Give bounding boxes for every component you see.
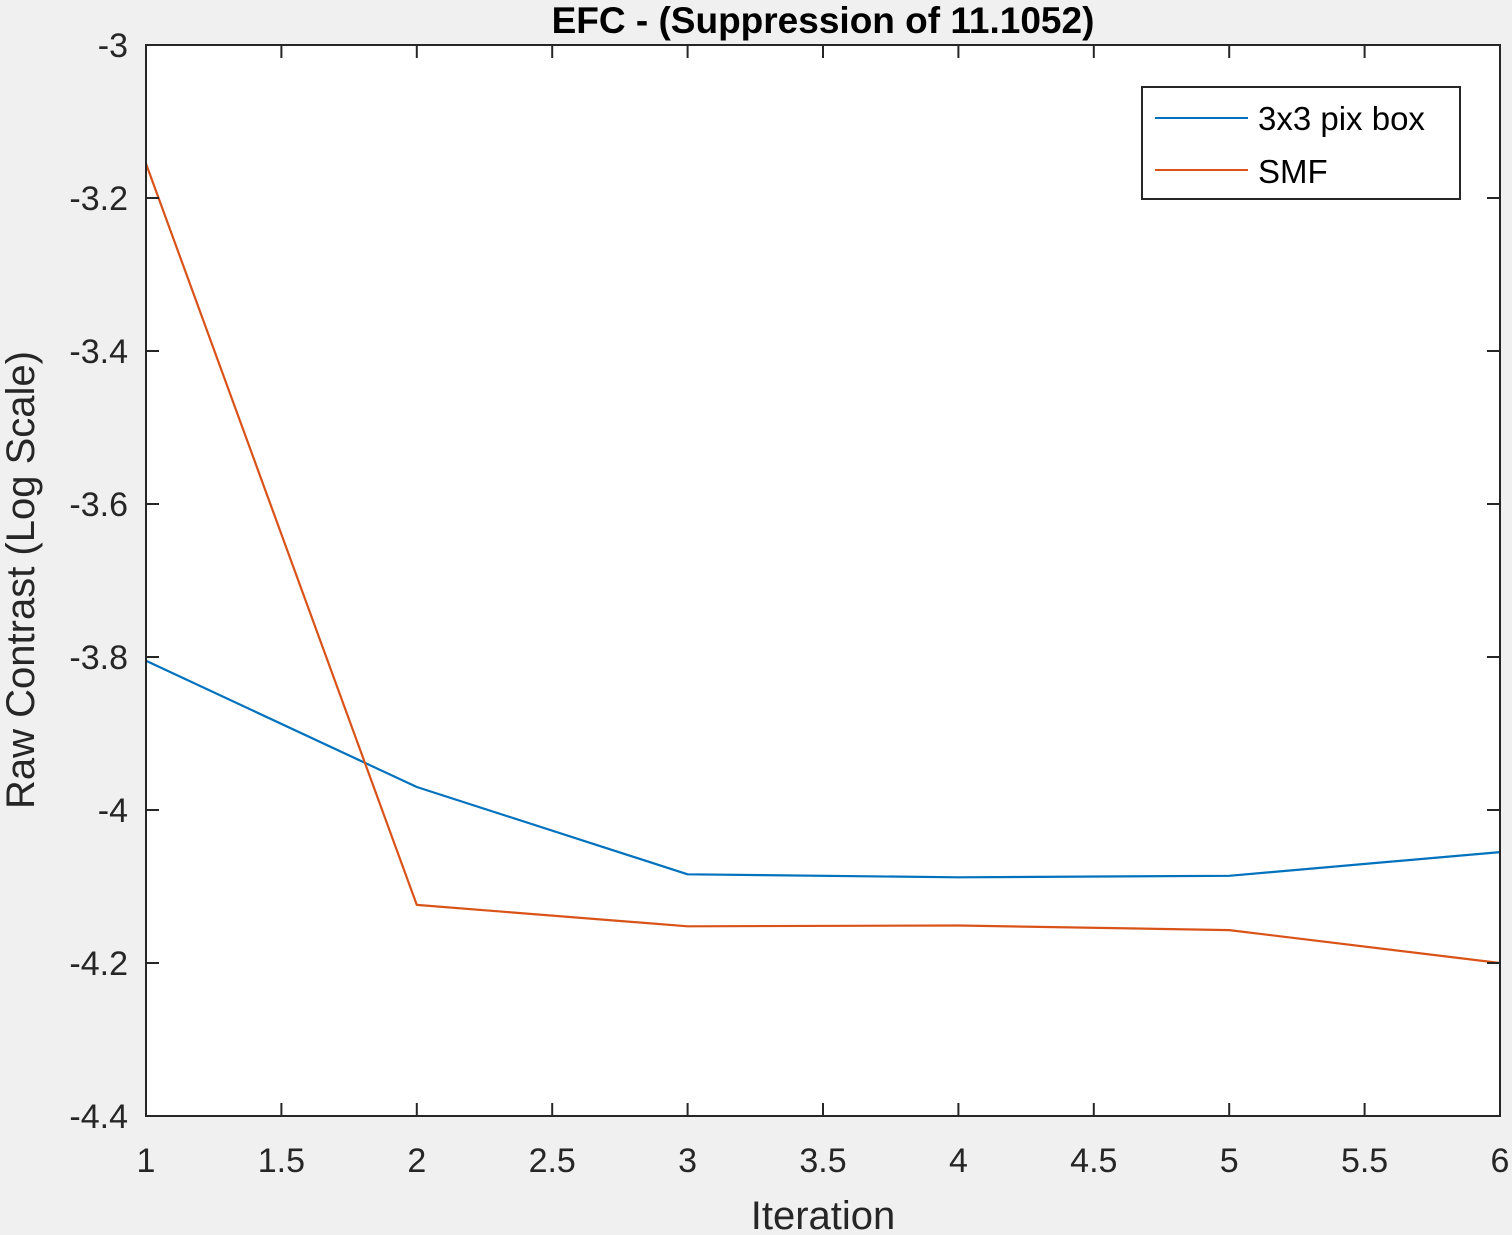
x-tick-label: 2 [407, 1142, 426, 1180]
y-tick-label: -4.4 [69, 1098, 128, 1136]
legend-box [1141, 86, 1461, 200]
x-tick-label: 5 [1220, 1142, 1239, 1180]
ticks-layer: 1 1.5 2 2.5 3 3.5 4 4.5 5 5.5 6 -3 -3.2 -3.4 -3.6 -3.8 -… [69, 27, 1509, 1180]
y-tick-label: -3.4 [69, 333, 128, 371]
x-axis-label: Iteration [751, 1194, 896, 1235]
x-tick-label: 4.5 [1070, 1142, 1117, 1180]
chart-title: EFC - (Suppression of 11.1052) [552, 0, 1095, 41]
legend-label-3x3-pix-box: 3x3 pix box [1258, 100, 1425, 137]
plot-area [146, 45, 1500, 1116]
y-tick-label: -3 [98, 27, 128, 65]
y-tick-label: -3.8 [69, 639, 128, 677]
x-tick-label: 2.5 [529, 1142, 576, 1180]
x-tick-label: 1.5 [258, 1142, 305, 1180]
legend: 3x3 pix box SMF [1141, 86, 1461, 200]
y-tick-label: -4 [98, 792, 128, 830]
x-tick-label: 1 [137, 1142, 156, 1180]
x-tick-label: 3.5 [799, 1142, 846, 1180]
series-line-smf [144, 163, 1501, 965]
series-line-3x3-pix-box [145, 659, 1501, 879]
x-tick-label: 4 [949, 1142, 968, 1180]
x-tick-label: 5.5 [1341, 1142, 1388, 1180]
x-tick-label: 6 [1491, 1142, 1510, 1180]
axes-box [145, 44, 1501, 1117]
y-tick-label: -3.6 [69, 486, 128, 524]
series-layer [144, 163, 1501, 965]
y-tick-label: -3.2 [69, 180, 128, 218]
y-axis-label: Raw Contrast (Log Scale) [0, 351, 43, 809]
x-tick-label: 3 [678, 1142, 697, 1180]
y-tick-label: -4.2 [69, 945, 128, 983]
legend-label-smf: SMF [1258, 153, 1328, 190]
